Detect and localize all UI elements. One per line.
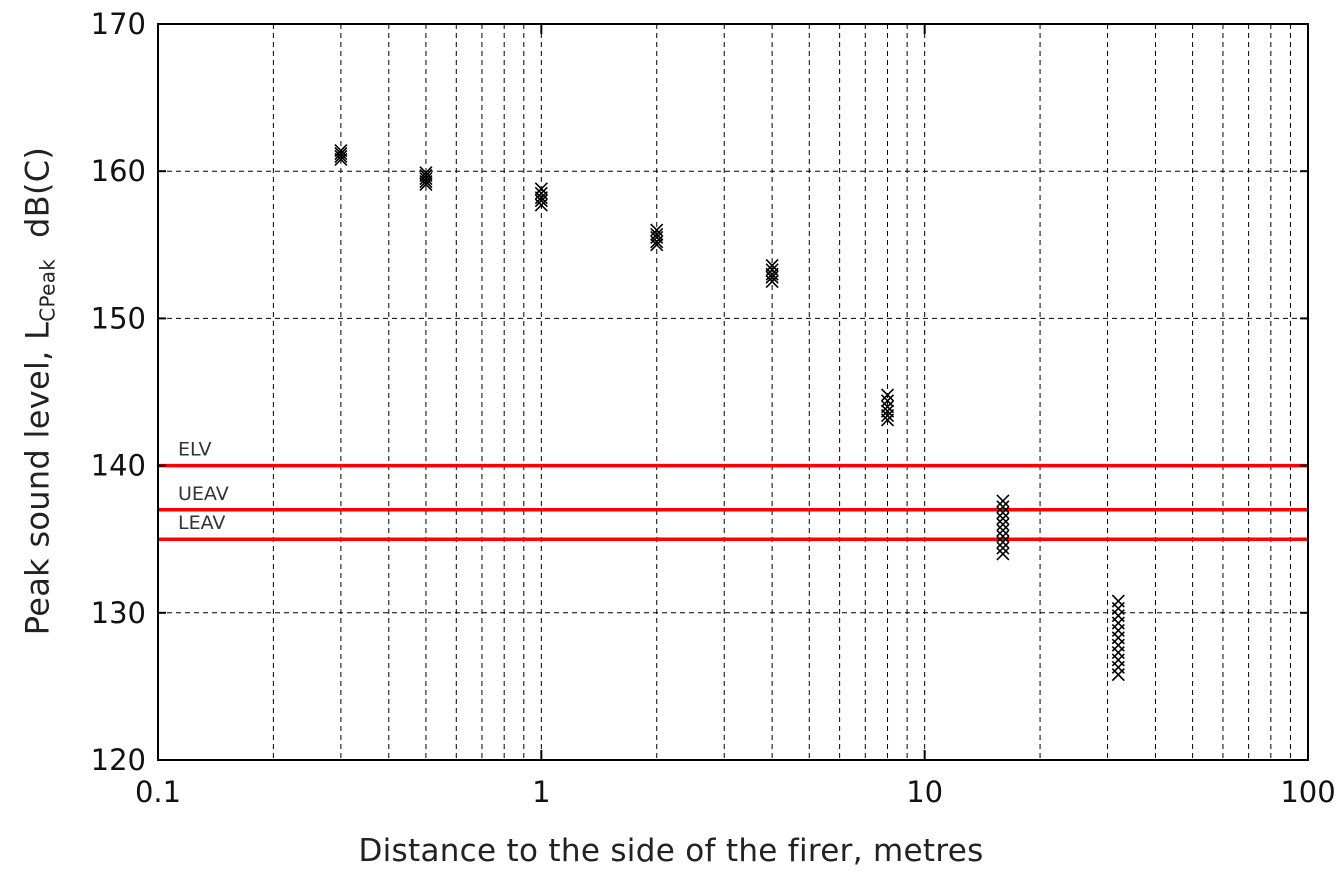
reference-label-elv: ELV [178, 439, 212, 461]
y-axis-label: Peak sound level, LCPeak dB(C) [18, 146, 60, 636]
data-point [534, 198, 548, 212]
data-point [996, 535, 1010, 549]
data-point [419, 177, 433, 192]
data-point [996, 506, 1010, 520]
data-point [996, 529, 1010, 543]
y-tick-label: 160 [91, 154, 146, 188]
data-point [334, 152, 348, 166]
plot-frame [157, 23, 1309, 761]
data-point [996, 547, 1010, 561]
data-point [996, 523, 1010, 537]
x-tick-label: 100 [1280, 775, 1335, 809]
data-point [996, 494, 1010, 508]
data-point [996, 512, 1010, 526]
data-point [419, 171, 433, 186]
data-point [880, 394, 895, 408]
data-point [765, 270, 779, 284]
y-tick-label: 120 [91, 743, 146, 777]
y-tick-label: 150 [91, 301, 146, 335]
reference-label-ueav: UEAV [178, 483, 229, 505]
x-tick-label: 1 [532, 775, 550, 809]
data-point [419, 174, 433, 189]
data-point [996, 541, 1010, 555]
data-point [334, 149, 348, 164]
y-tick-label: 130 [91, 596, 146, 630]
data-point [650, 238, 664, 252]
reference-label-leav: LEAV [178, 512, 225, 534]
data-point [996, 500, 1010, 514]
x-tick-label: 10 [906, 775, 943, 809]
data-point [880, 408, 895, 423]
data-point [650, 235, 664, 249]
data-point [996, 517, 1010, 532]
x-axis-label: Distance to the side of the firer, metre… [358, 833, 984, 869]
data-point [880, 413, 895, 427]
data-point [534, 194, 548, 208]
x-tick-label: 0.1 [135, 775, 181, 809]
data-point [1111, 668, 1125, 682]
y-tick-label: 170 [91, 7, 146, 41]
data-point [765, 275, 779, 289]
data-point [334, 146, 348, 161]
data-point [880, 388, 895, 402]
y-tick-label: 140 [91, 449, 146, 483]
